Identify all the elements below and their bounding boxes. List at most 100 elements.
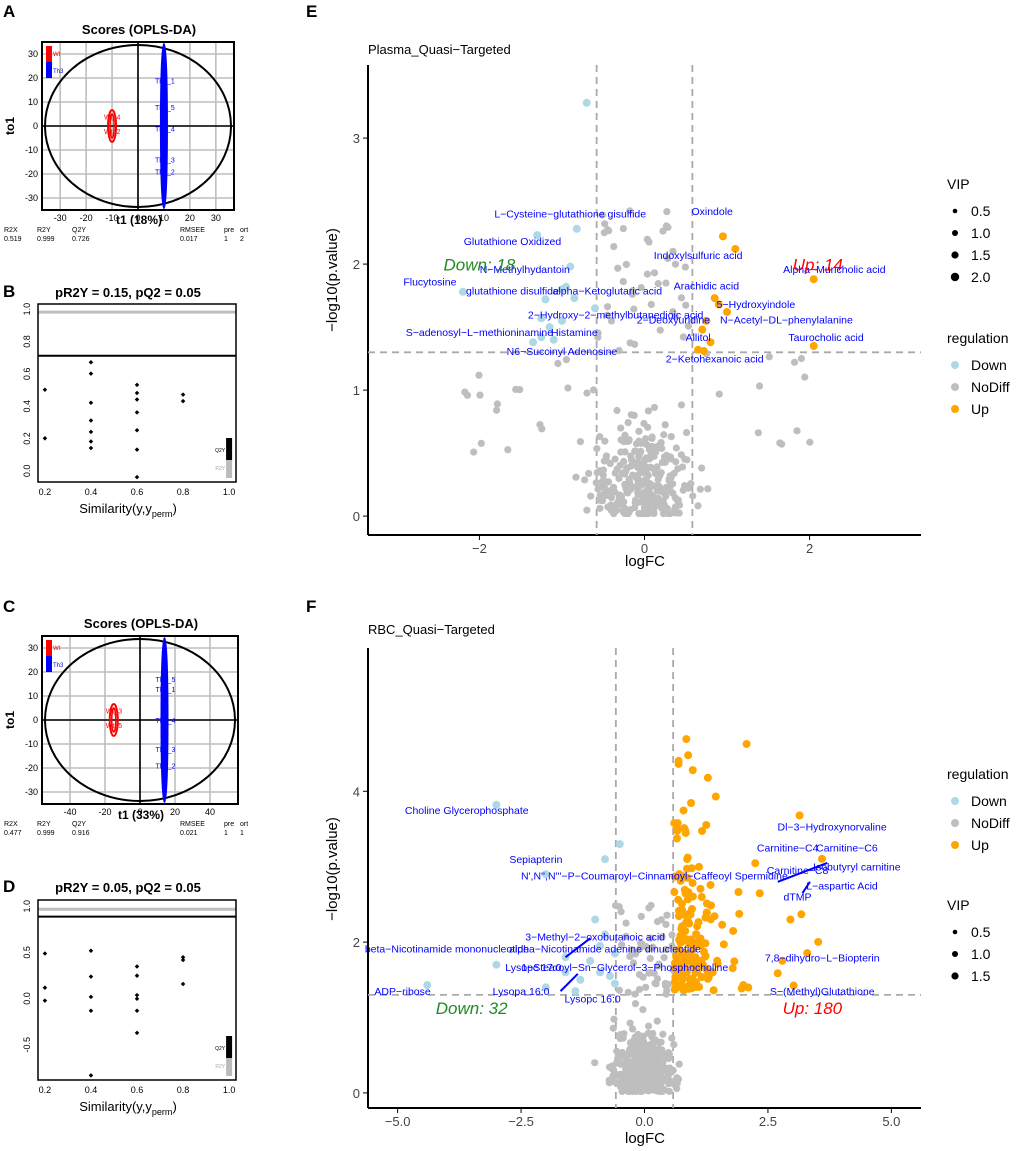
sample-label-wt: Wt_2 xyxy=(104,129,120,136)
permutation-point xyxy=(134,474,140,480)
point-nodiff xyxy=(611,1072,619,1080)
sample-label-th3: Th3_3 xyxy=(156,747,176,754)
point-up xyxy=(682,735,691,744)
x-tick-label: -20 xyxy=(98,807,111,817)
x-tick-label: 0.0 xyxy=(635,1114,653,1129)
y-tick-label: 2 xyxy=(353,935,360,950)
point-nodiff xyxy=(610,1015,618,1023)
x-tick-label: 30 xyxy=(211,213,221,223)
point-nodiff xyxy=(594,333,602,341)
point-nodiff xyxy=(626,952,634,961)
legend-regulation-swatch xyxy=(951,383,959,391)
point-nodiff xyxy=(665,1076,673,1084)
legend-label-r2y: R2Y xyxy=(215,466,225,472)
feature-label: 2−Deoxyuridine xyxy=(637,314,710,326)
point-nodiff xyxy=(631,950,640,958)
y-tick-label: 4 xyxy=(353,784,360,799)
feature-label: S−adenosyl−L−methioninamine xyxy=(406,327,554,339)
legend-regulation-swatch xyxy=(951,361,959,369)
point-nodiff xyxy=(622,932,630,940)
y-tick-label: -0.5 xyxy=(22,1037,32,1053)
y-tick-label: 0.6 xyxy=(22,368,32,381)
sample-label-wt: Wt_5 xyxy=(106,723,122,730)
group-ellipse-wt xyxy=(107,109,118,143)
point-nodiff xyxy=(614,1052,622,1060)
point-nodiff xyxy=(620,470,629,478)
point-up xyxy=(778,956,787,965)
point-nodiff xyxy=(650,509,658,518)
point-nodiff xyxy=(620,457,628,466)
point-up xyxy=(674,756,683,765)
point-nodiff xyxy=(629,1071,637,1079)
point-nodiff xyxy=(684,484,692,492)
point-nodiff xyxy=(640,505,649,513)
point-nodiff xyxy=(668,931,676,939)
legend-label-th3: Th3 xyxy=(53,663,64,669)
point-nodiff xyxy=(641,1044,649,1053)
point-up xyxy=(685,909,694,918)
feature-label: Lysopc 16:0 xyxy=(565,993,621,1005)
stats-value: 2 xyxy=(240,236,244,243)
panel-f-title: RBC_Quasi−Targeted xyxy=(368,622,495,637)
stats-header: RMSEE xyxy=(180,227,205,234)
point-down xyxy=(566,262,575,271)
point-nodiff xyxy=(631,496,640,504)
legend-vip-swatch xyxy=(951,972,959,980)
feature-label: 2−Hydroxy−2−methylbutanedioic acid xyxy=(528,309,704,321)
point-nodiff xyxy=(635,985,644,994)
point-nodiff xyxy=(493,400,501,408)
point-nodiff xyxy=(516,386,524,394)
panel-d-frame xyxy=(37,899,237,1081)
point-nodiff xyxy=(662,279,670,287)
point-nodiff xyxy=(664,223,672,231)
point-nodiff xyxy=(615,494,624,502)
point-nodiff xyxy=(617,424,625,432)
point-nodiff xyxy=(662,920,670,929)
x-tick-label: 0.2 xyxy=(39,487,52,497)
feature-label: L−Cysteine−glutathione gisulfide xyxy=(494,208,646,220)
feature-label: Carnitine−C4 xyxy=(757,843,819,855)
legend-label-q2y: Q2Y xyxy=(215,448,226,454)
point-up xyxy=(710,294,719,303)
y-tick-label: 1.0 xyxy=(22,900,32,913)
point-nodiff xyxy=(677,294,686,302)
legend-label-q2y: Q2Y xyxy=(215,1046,226,1052)
feature-label: S−(Methyl)Glutathione xyxy=(770,986,875,998)
point-nodiff xyxy=(636,944,644,953)
point-up xyxy=(701,952,710,961)
legend-label-th3: Th3 xyxy=(53,69,64,75)
point-nodiff xyxy=(492,406,501,414)
point-nodiff xyxy=(628,1025,637,1033)
point-nodiff xyxy=(662,990,670,998)
feature-label: Taurocholic acid xyxy=(788,332,863,344)
point-nodiff xyxy=(666,453,675,461)
legend-vip-label: 1.0 xyxy=(971,225,991,241)
point-nodiff xyxy=(635,1052,644,1060)
panel-f-volcano-plot: RBC_Quasi−Targeted Choline Glycerophosph… xyxy=(324,622,1010,1147)
point-down xyxy=(605,972,614,981)
legend-regulation-swatch xyxy=(951,797,959,805)
point-nodiff xyxy=(572,473,580,481)
permutation-point xyxy=(134,410,140,415)
point-up xyxy=(675,981,684,990)
point-up xyxy=(680,964,689,973)
down-count-label: Down: 18 xyxy=(444,255,516,274)
point-up xyxy=(751,859,760,868)
point-nodiff xyxy=(581,476,589,484)
point-nodiff xyxy=(668,942,676,950)
point-nodiff xyxy=(611,469,619,477)
point-nodiff xyxy=(628,1065,636,1073)
point-up xyxy=(670,872,679,881)
y-tick-label: 1 xyxy=(353,383,360,398)
point-nodiff xyxy=(658,444,666,452)
point-nodiff xyxy=(615,986,623,994)
point-up xyxy=(795,811,804,820)
stats-value: 0.021 xyxy=(180,830,198,837)
point-nodiff xyxy=(632,473,640,481)
point-nodiff xyxy=(647,934,655,942)
point-nodiff xyxy=(624,479,632,487)
point-up xyxy=(676,931,685,940)
point-down xyxy=(596,941,605,950)
point-nodiff xyxy=(656,326,664,334)
point-nodiff xyxy=(650,403,659,412)
